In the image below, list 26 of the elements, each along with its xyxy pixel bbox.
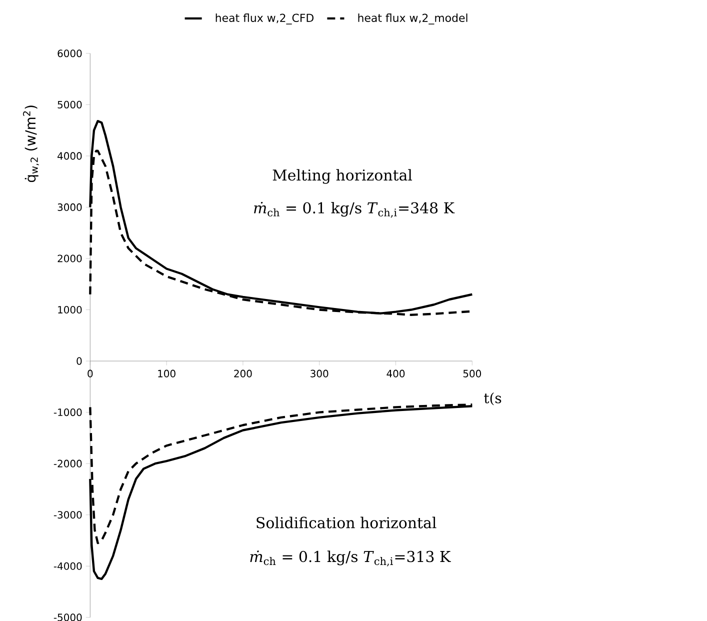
y-tick-label: -3000 xyxy=(54,511,82,519)
y-tick-label: -5000 xyxy=(54,614,82,621)
y-tick-label: 1000 xyxy=(58,306,82,314)
x-tick-label: 100 xyxy=(158,370,176,378)
y-tick-label: 4000 xyxy=(58,152,82,160)
y-tick-label: 5000 xyxy=(58,100,82,108)
x-tick-label: 200 xyxy=(234,370,252,378)
annotation: ṁ$_{ch}$ = 0.1 kg/s T$_{ch,i}$=313 K xyxy=(250,550,451,566)
y-tick-label: 2000 xyxy=(58,254,82,262)
annotation: ṁ$_{ch}$ = 0.1 kg/s T$_{ch,i}$=348 K xyxy=(254,202,455,218)
x-tick-label: 0 xyxy=(88,370,93,378)
annotation: Solidification horizontal xyxy=(256,516,436,528)
x-axis-title: t(s xyxy=(484,392,502,406)
y-tick-label: -1000 xyxy=(54,408,82,416)
y-axis-title: q̇$_{w,2}$ (w/m$^{2}$) xyxy=(23,106,39,182)
y-tick-label: 3000 xyxy=(58,203,82,211)
x-tick-label: 300 xyxy=(310,370,328,378)
x-tick-label: 400 xyxy=(386,370,405,378)
y-tick-label: 0 xyxy=(76,357,82,365)
x-tick-label: 500 xyxy=(463,370,482,378)
y-tick-label: -4000 xyxy=(54,562,82,570)
annotation: Melting horizontal xyxy=(272,169,412,184)
legend-label: heat flux w,2_model xyxy=(358,14,468,24)
legend-label: heat flux w,2_CFD xyxy=(216,14,314,24)
y-tick-label: -2000 xyxy=(54,460,82,468)
y-tick-label: 6000 xyxy=(58,50,82,58)
